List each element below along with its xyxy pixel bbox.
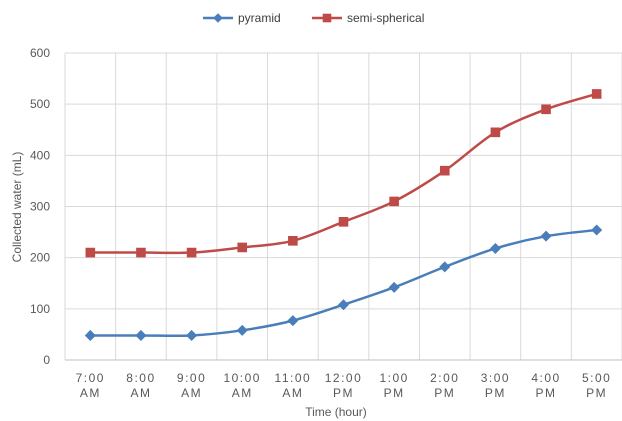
- y-axis-ticks: 0 100 200 300 400 500 600: [30, 46, 50, 367]
- data-point-pyramid: [388, 281, 400, 293]
- data-point-pyramid: [337, 299, 350, 311]
- legend: pyramid semi-spherical: [203, 11, 424, 25]
- data-point-pyramid: [439, 261, 451, 273]
- x-tick-label: 2:00 PM: [430, 371, 459, 400]
- data-point-pyramid: [540, 230, 552, 242]
- series-semi-spherical: [85, 89, 602, 258]
- data-point-semi-spherical: [186, 247, 197, 258]
- data-point-semi-spherical: [85, 247, 96, 258]
- legend-item-pyramid: pyramid: [203, 11, 281, 25]
- x-tick-label: 9:00 AM: [177, 371, 206, 400]
- data-point-semi-spherical: [541, 104, 551, 115]
- data-point-semi-spherical: [389, 196, 399, 207]
- data-point-pyramid: [84, 329, 96, 341]
- data-point-semi-spherical: [490, 127, 501, 138]
- data-point-pyramid: [287, 315, 299, 327]
- x-tick-label: 12:00 PM: [325, 371, 363, 400]
- y-tick-label: 200: [30, 251, 50, 265]
- series-group: [84, 89, 603, 341]
- data-point-semi-spherical: [591, 89, 602, 99]
- data-point-semi-spherical: [136, 247, 146, 258]
- x-tick-label: 8:00 AM: [126, 371, 155, 400]
- x-tick-label: 3:00 PM: [481, 371, 510, 400]
- data-point-semi-spherical: [439, 165, 450, 176]
- x-axis-title: Time (hour): [305, 405, 367, 419]
- data-point-semi-spherical: [237, 242, 248, 253]
- legend-marker-semi-spherical: [322, 13, 332, 23]
- legend-marker-pyramid: [213, 13, 223, 23]
- y-tick-label: 600: [30, 46, 50, 60]
- legend-label-semi-spherical: semi-spherical: [347, 11, 424, 25]
- x-tick-label: 7:00 AM: [76, 371, 105, 400]
- x-tick-label: 10:00 AM: [223, 371, 261, 400]
- legend-item-semi-spherical: semi-spherical: [312, 11, 424, 25]
- data-point-semi-spherical: [288, 235, 298, 246]
- data-point-pyramid: [236, 324, 248, 336]
- series-pyramid: [84, 224, 603, 341]
- y-tick-label: 500: [30, 97, 50, 111]
- x-tick-label: 11:00 AM: [275, 371, 312, 400]
- data-point-pyramid: [489, 242, 501, 254]
- x-tick-label: 4:00 PM: [531, 371, 560, 400]
- x-axis-ticks: 7:00 AM 8:00 AM 9:00 AM 10:00 AM 11:00 AM 12:00 PM 1…: [76, 371, 611, 400]
- data-point-pyramid: [186, 329, 198, 341]
- y-tick-label: 100: [30, 302, 50, 316]
- y-tick-label: 300: [30, 200, 50, 214]
- data-point-semi-spherical: [338, 217, 349, 227]
- gridlines: [64, 52, 622, 361]
- y-axis-title: Collected water (mL): [10, 152, 24, 263]
- x-tick-label: 1:00 PM: [379, 371, 408, 400]
- legend-label-pyramid: pyramid: [238, 11, 281, 25]
- x-tick-label: 5:00 PM: [582, 371, 611, 400]
- y-tick-label: 0: [43, 353, 50, 367]
- y-tick-label: 400: [30, 148, 50, 162]
- data-point-pyramid: [135, 329, 147, 341]
- data-point-pyramid: [591, 224, 603, 236]
